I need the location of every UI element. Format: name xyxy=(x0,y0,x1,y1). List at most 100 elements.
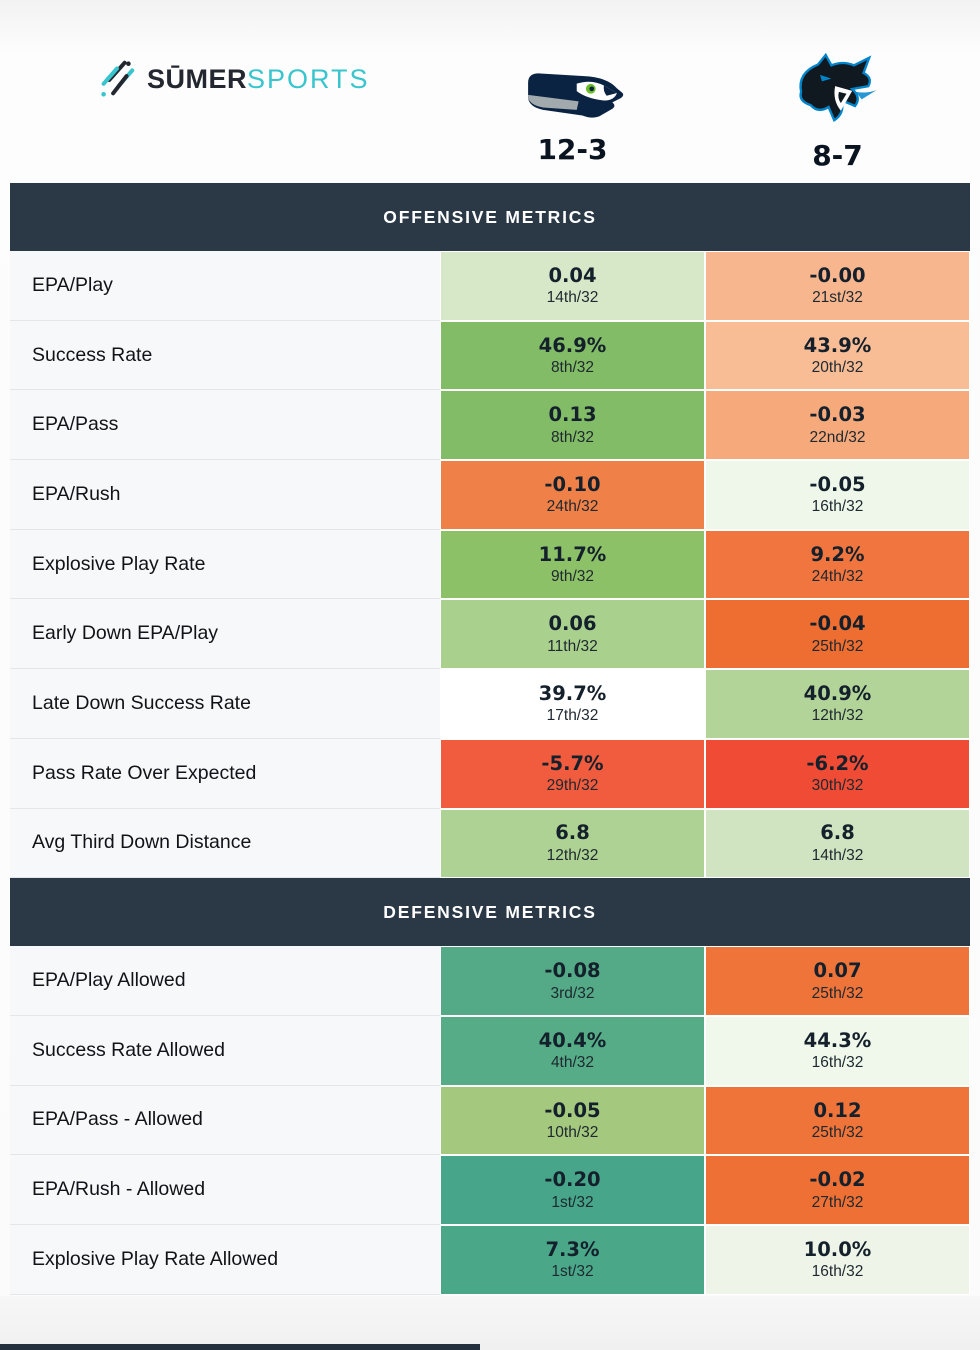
metrics-table: OFFENSIVE METRICS EPA/Play 0.04 14th/32 … xyxy=(10,183,970,1295)
cell-rank: 20th/32 xyxy=(811,359,864,377)
cell-rank: 21st/32 xyxy=(812,289,863,307)
brand-primary: SŪMER xyxy=(147,63,248,94)
team-cell: -0.05 16th/32 xyxy=(705,460,970,530)
cell-rank: 8th/32 xyxy=(550,428,595,446)
cell-rank: 24th/32 xyxy=(546,498,599,516)
seahawks-record: 12-3 xyxy=(537,133,608,166)
team-cell: -0.04 25th/32 xyxy=(705,599,970,670)
metric-label: Success Rate Allowed xyxy=(10,1015,440,1086)
team-cell: 10.0% 16th/32 xyxy=(705,1224,970,1295)
sumer-sports-logo: SŪMERSPORTS xyxy=(95,56,370,102)
metric-label: EPA/Rush - Allowed xyxy=(10,1155,440,1225)
team-cell: 6.8 12th/32 xyxy=(440,808,705,879)
team-cell: -0.00 21st/32 xyxy=(705,251,970,321)
cell-rank: 22nd/32 xyxy=(809,428,866,446)
cell-value: -0.05 xyxy=(809,473,866,497)
cell-rank: 11th/32 xyxy=(547,637,598,655)
team-cell: 0.12 25th/32 xyxy=(705,1085,970,1156)
panthers-record: 8-7 xyxy=(812,139,863,172)
cell-rank: 30th/32 xyxy=(811,777,864,795)
team-cell: -0.10 24th/32 xyxy=(440,460,705,530)
team-cell: 40.4% 4th/32 xyxy=(440,1015,705,1086)
cell-value: 40.4% xyxy=(538,1028,607,1052)
defensive-rows: EPA/Play Allowed -0.08 3rd/32 0.07 25th/… xyxy=(10,946,970,1295)
team-cell: 0.13 8th/32 xyxy=(440,390,705,461)
cell-rank: 25th/32 xyxy=(811,637,864,655)
cell-rank: 4th/32 xyxy=(550,1054,595,1072)
cell-value: -0.08 xyxy=(544,959,601,983)
cell-rank: 14th/32 xyxy=(811,846,864,864)
team-cell: 0.07 25th/32 xyxy=(705,946,970,1016)
panthers-logo xyxy=(786,50,890,128)
brand-secondary: SPORTS xyxy=(247,63,370,94)
cell-rank: 12th/32 xyxy=(811,707,864,725)
metric-label: EPA/Play xyxy=(10,251,440,321)
cell-value: -0.04 xyxy=(809,612,866,636)
sumer-s-icon xyxy=(95,56,137,102)
cell-rank: 29th/32 xyxy=(546,777,599,795)
cell-value: 43.9% xyxy=(803,333,872,357)
metric-label: Pass Rate Over Expected xyxy=(10,738,440,809)
brand-wordmark: SŪMERSPORTS xyxy=(147,64,370,95)
cell-rank: 16th/32 xyxy=(811,1054,864,1072)
cell-rank: 3rd/32 xyxy=(550,984,595,1002)
cell-value: 10.0% xyxy=(803,1237,872,1261)
cell-value: -0.00 xyxy=(809,263,866,287)
cell-value: 44.3% xyxy=(803,1028,872,1052)
cell-value: 0.13 xyxy=(548,403,597,427)
cell-value: 6.8 xyxy=(820,821,855,845)
team-cell: -5.7% 29th/32 xyxy=(440,738,705,809)
cell-value: -0.02 xyxy=(809,1168,866,1192)
team-cell: -0.02 27th/32 xyxy=(705,1155,970,1225)
metric-label: Success Rate xyxy=(10,320,440,391)
team-cell: -6.2% 30th/32 xyxy=(705,738,970,809)
cell-rank: 8th/32 xyxy=(550,359,595,377)
metric-label: EPA/Pass - Allowed xyxy=(10,1085,440,1156)
cell-rank: 10th/32 xyxy=(546,1123,599,1141)
cell-rank: 17th/32 xyxy=(546,707,599,725)
cell-value: 0.06 xyxy=(548,612,597,636)
cell-value: 40.9% xyxy=(803,682,872,706)
cell-value: -6.2% xyxy=(806,751,869,775)
cell-value: -0.20 xyxy=(544,1168,601,1192)
metric-label: Explosive Play Rate xyxy=(10,529,440,600)
team-cell: 39.7% 17th/32 xyxy=(440,669,705,739)
metric-label: Early Down EPA/Play xyxy=(10,599,440,670)
team-cell: -0.20 1st/32 xyxy=(440,1155,705,1225)
metric-label: EPA/Play Allowed xyxy=(10,946,440,1016)
metric-label: Avg Third Down Distance xyxy=(10,808,440,879)
cell-rank: 25th/32 xyxy=(811,1123,864,1141)
cell-rank: 9th/32 xyxy=(550,568,595,586)
team-cell: 0.06 11th/32 xyxy=(440,599,705,670)
cell-rank: 16th/32 xyxy=(811,1263,864,1281)
seahawks-logo xyxy=(515,64,631,122)
team-column-panthers: 8-7 xyxy=(705,0,970,172)
metric-label: EPA/Rush xyxy=(10,460,440,530)
cell-value: 0.07 xyxy=(813,959,862,983)
offensive-rows: EPA/Play 0.04 14th/32 -0.00 21st/32 Succ… xyxy=(10,251,970,879)
section-header-defense: DEFENSIVE METRICS xyxy=(10,878,970,947)
team-cell: 9.2% 24th/32 xyxy=(705,529,970,600)
team-cell: 6.8 14th/32 xyxy=(705,808,970,879)
cell-rank: 1st/32 xyxy=(551,1263,594,1281)
cell-value: 0.12 xyxy=(813,1098,862,1122)
team-cell: -0.03 22nd/32 xyxy=(705,390,970,461)
cell-rank: 25th/32 xyxy=(811,984,864,1002)
team-cell: 0.04 14th/32 xyxy=(440,251,705,321)
cell-value: 9.2% xyxy=(810,542,865,566)
header: SŪMERSPORTS 12-3 8-7 xyxy=(0,0,980,182)
cell-value: 11.7% xyxy=(538,542,607,566)
cell-value: -0.05 xyxy=(544,1098,601,1122)
cell-value: 0.04 xyxy=(548,263,597,287)
footer-strip xyxy=(0,1296,980,1350)
cell-rank: 27th/32 xyxy=(811,1193,864,1211)
team-cell: -0.08 3rd/32 xyxy=(440,946,705,1016)
cell-value: -0.03 xyxy=(809,403,866,427)
cell-rank: 16th/32 xyxy=(811,498,864,516)
cell-value: 6.8 xyxy=(555,821,590,845)
next-card-edge xyxy=(0,1344,480,1350)
cell-rank: 14th/32 xyxy=(546,289,599,307)
cell-value: 39.7% xyxy=(538,682,607,706)
cell-rank: 24th/32 xyxy=(811,568,864,586)
team-cell: 44.3% 16th/32 xyxy=(705,1015,970,1086)
